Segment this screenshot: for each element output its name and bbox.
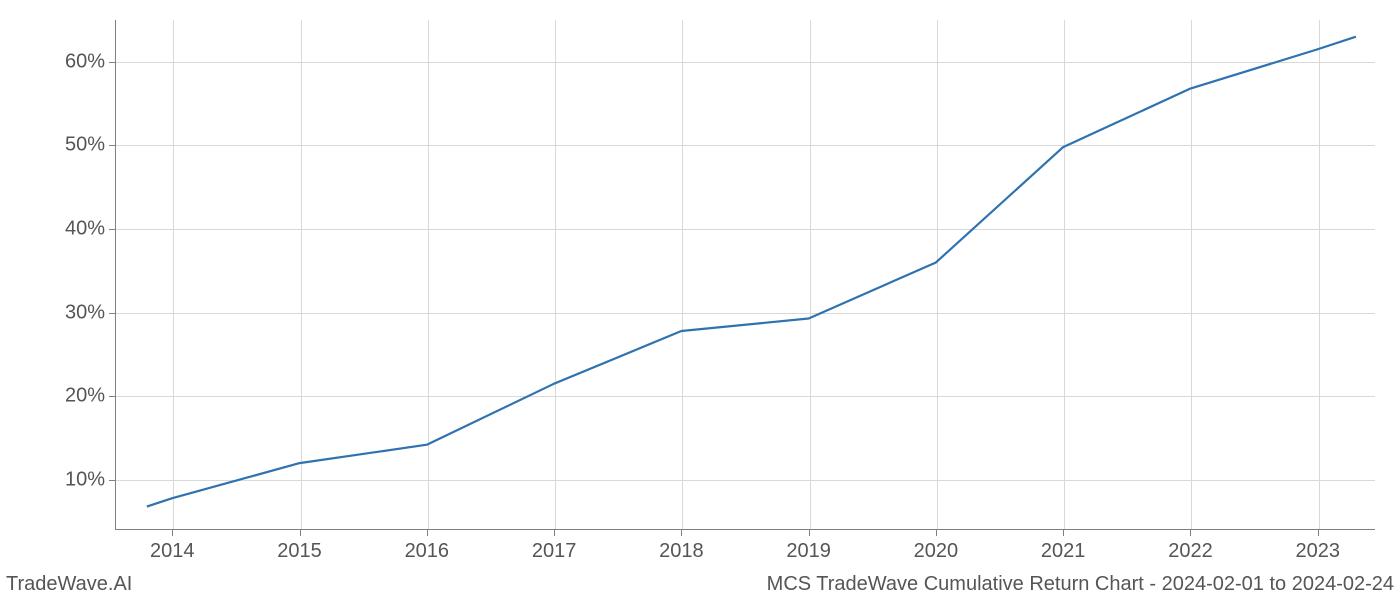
- x-tick-label: 2022: [1168, 540, 1213, 563]
- x-tick-label: 2014: [150, 540, 195, 563]
- x-tick-mark: [172, 530, 173, 536]
- x-tick-label: 2019: [786, 540, 831, 563]
- x-tick-mark: [809, 530, 810, 536]
- x-tick-mark: [300, 530, 301, 536]
- x-tick-label: 2017: [532, 540, 577, 563]
- x-tick-label: 2015: [277, 540, 322, 563]
- footer-right-text: MCS TradeWave Cumulative Return Chart - …: [767, 573, 1394, 596]
- x-tick-mark: [1318, 530, 1319, 536]
- x-tick-label: 2016: [405, 540, 450, 563]
- footer-left-text: TradeWave.AI: [6, 573, 132, 596]
- x-tick-label: 2023: [1295, 540, 1340, 563]
- x-tick-label: 2020: [914, 540, 959, 563]
- x-tick-mark: [936, 530, 937, 536]
- y-tick-label: 30%: [55, 301, 105, 324]
- x-tick-mark: [1063, 530, 1064, 536]
- y-tick-label: 20%: [55, 385, 105, 408]
- x-tick-mark: [681, 530, 682, 536]
- x-tick-mark: [554, 530, 555, 536]
- y-tick-label: 60%: [55, 50, 105, 73]
- y-tick-label: 50%: [55, 134, 105, 157]
- line-layer: [115, 20, 1375, 530]
- x-tick-mark: [427, 530, 428, 536]
- y-tick-label: 10%: [55, 468, 105, 491]
- x-tick-mark: [1190, 530, 1191, 536]
- x-tick-label: 2021: [1041, 540, 1086, 563]
- series-line-cumulative-return: [147, 37, 1356, 507]
- y-tick-label: 40%: [55, 218, 105, 241]
- x-tick-label: 2018: [659, 540, 704, 563]
- chart-container: TradeWave.AI MCS TradeWave Cumulative Re…: [0, 0, 1400, 600]
